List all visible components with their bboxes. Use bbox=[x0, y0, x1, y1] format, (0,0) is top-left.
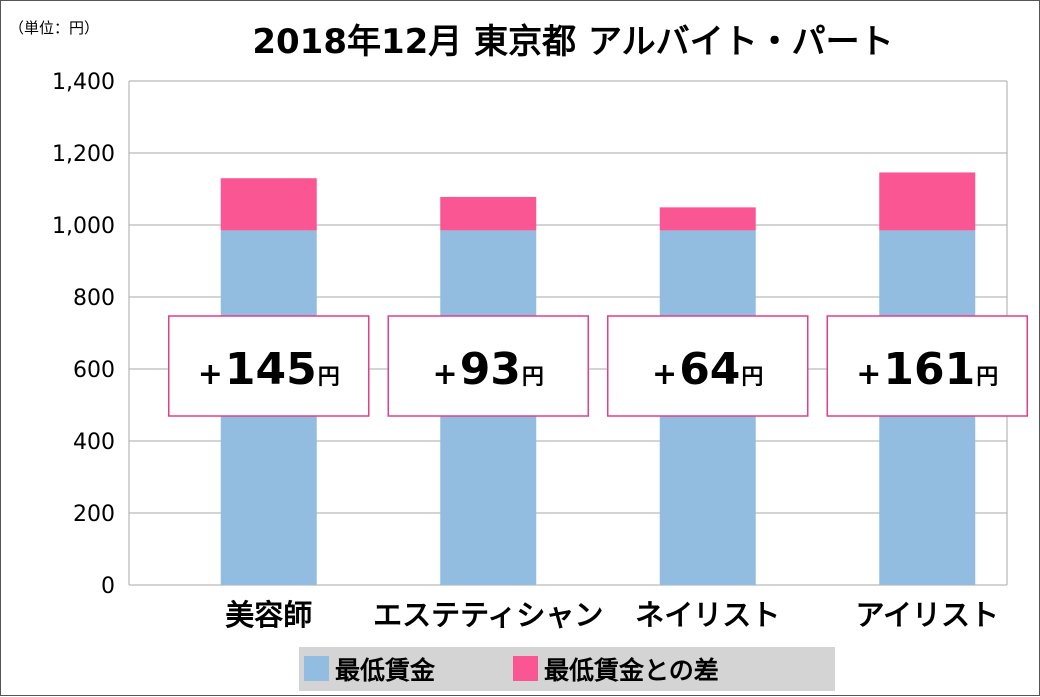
y-tick-label: 1,000 bbox=[52, 214, 115, 239]
x-category-label: エステティシャン bbox=[373, 598, 603, 632]
annotation-sign: + bbox=[652, 357, 677, 392]
y-tick-label: 600 bbox=[73, 358, 115, 383]
bar-segment-difference bbox=[440, 196, 537, 231]
annotation-label: +161円 bbox=[826, 315, 1028, 417]
y-axis-ticks: 0 200 400 600 800 1,000 1,200 1,400 bbox=[52, 70, 115, 599]
y-tick-label: 0 bbox=[101, 574, 115, 599]
annotation-label: +64円 bbox=[607, 315, 809, 417]
annotation-unit: 円 bbox=[318, 365, 340, 390]
annotation-sign: + bbox=[856, 357, 881, 392]
y-tick-label: 400 bbox=[73, 430, 115, 455]
annotation-label: +145円 bbox=[168, 315, 370, 417]
annotation-text: +161円 bbox=[856, 344, 998, 395]
annotation-value: 145 bbox=[225, 344, 317, 395]
annotation-box bbox=[607, 315, 809, 417]
y-tick-label: 1,200 bbox=[52, 142, 115, 167]
annotation-value: 161 bbox=[883, 344, 975, 395]
x-category-label: 美容師 bbox=[225, 598, 312, 632]
x-axis-categories: 美容師 エステティシャン ネイリスト アイリスト bbox=[225, 598, 999, 632]
annotation-box bbox=[387, 315, 589, 417]
legend-swatch-base bbox=[304, 656, 329, 681]
annotation-value: 64 bbox=[679, 344, 740, 395]
legend: 最低賃金 最低賃金との差 bbox=[299, 647, 835, 691]
annotation-text: +145円 bbox=[198, 344, 340, 395]
annotation-sign: + bbox=[433, 357, 458, 392]
x-category-label: アイリスト bbox=[855, 598, 999, 632]
annotation-text: +64円 bbox=[652, 344, 763, 395]
unit-label: （単位：円） bbox=[9, 19, 99, 37]
legend-label-diff: 最低賃金との差 bbox=[544, 656, 719, 685]
annotation-unit: 円 bbox=[522, 365, 544, 390]
annotation-box bbox=[168, 315, 370, 417]
bar-segment-difference bbox=[879, 172, 976, 231]
y-tick-label: 1,400 bbox=[52, 70, 115, 95]
annotation-value: 93 bbox=[460, 344, 521, 395]
chart-title: 2018年12月 東京都 アルバイト・パート bbox=[252, 22, 893, 62]
y-tick-label: 800 bbox=[73, 286, 115, 311]
annotation-sign: + bbox=[198, 357, 223, 392]
legend-background bbox=[299, 647, 835, 691]
bar-segment-difference bbox=[220, 178, 317, 231]
bar-segment-difference bbox=[659, 207, 756, 231]
annotation-unit: 円 bbox=[741, 365, 763, 390]
y-tick-label: 200 bbox=[73, 502, 115, 527]
annotation-text: +93円 bbox=[433, 344, 544, 395]
legend-swatch-diff bbox=[513, 656, 538, 681]
annotation-unit: 円 bbox=[976, 365, 998, 390]
annotation-label: +93円 bbox=[387, 315, 589, 417]
legend-label-base: 最低賃金 bbox=[335, 656, 436, 685]
x-category-label: ネイリスト bbox=[635, 598, 780, 632]
annotation-box bbox=[826, 315, 1028, 417]
annotations: +145円 +93円 +64円 +161円 bbox=[168, 315, 1028, 417]
